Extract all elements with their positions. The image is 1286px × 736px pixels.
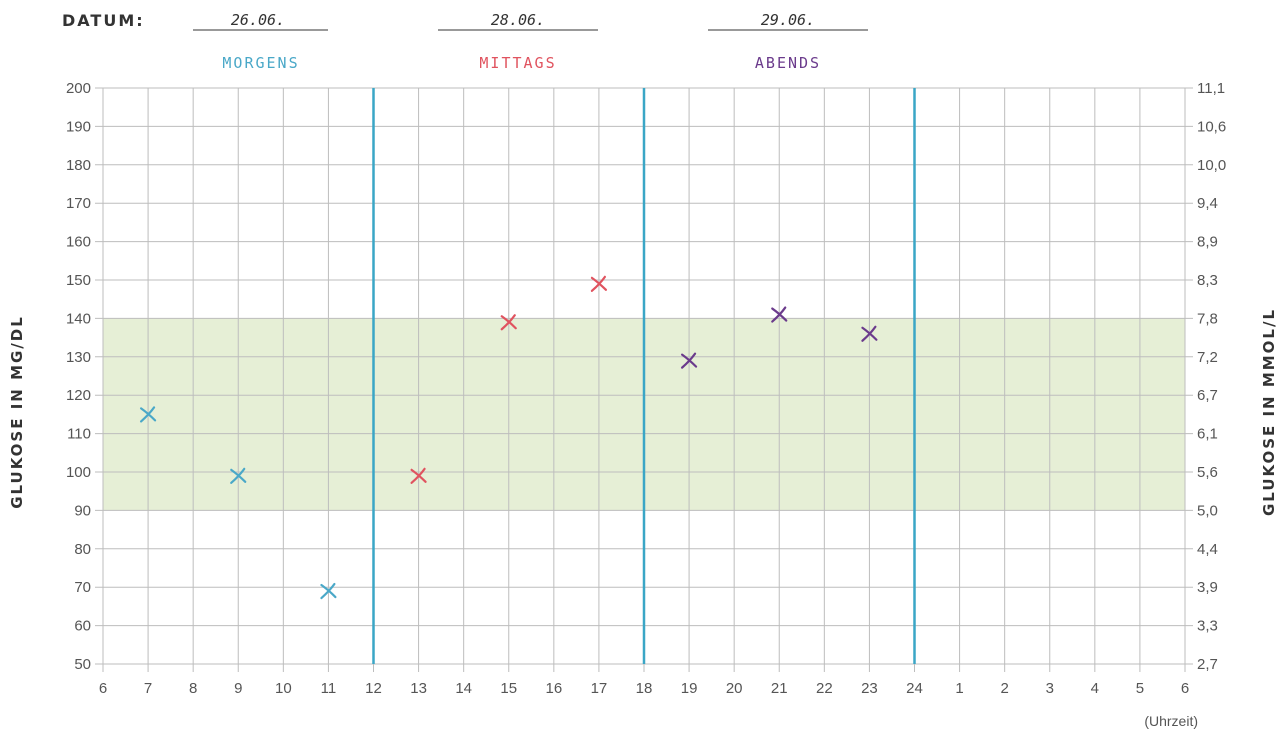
period-label-mittags: MITTAGS [479, 54, 556, 72]
y-tick-label-left: 140 [66, 310, 91, 327]
data-point-morgens [139, 406, 157, 423]
data-point-abends [680, 352, 698, 369]
x-tick-label: 8 [189, 680, 197, 697]
x-tick-label: 14 [455, 680, 472, 697]
data-points [139, 275, 878, 600]
y-tick-label-right: 4,4 [1197, 541, 1218, 558]
x-tick-label: 15 [500, 680, 517, 697]
x-tick-label: 6 [1181, 680, 1189, 697]
data-point-mittags [500, 314, 517, 331]
x-tick-label: 11 [321, 680, 337, 697]
y-tick-label-left: 130 [66, 349, 91, 366]
x-tick-label: 21 [771, 680, 788, 697]
y-tick-label-left: 170 [66, 195, 91, 212]
y-tick-label-right: 8,9 [1197, 234, 1218, 251]
y-tick-label-right: 7,2 [1197, 349, 1218, 366]
y-tick-label-right: 10,6 [1197, 118, 1226, 135]
x-tick-label: 6 [99, 680, 107, 697]
period-label-morgens: MORGENS [222, 54, 299, 72]
y-tick-label-left: 120 [66, 387, 91, 404]
y-tick-label-right: 2,7 [1197, 656, 1218, 673]
y-tick-label-left: 60 [74, 618, 91, 635]
x-tick-label: 2 [1000, 680, 1008, 697]
y-tick-label-right: 6,1 [1197, 426, 1218, 443]
y-tick-label-left: 90 [74, 502, 91, 519]
y-tick-label-left: 160 [66, 234, 91, 251]
data-point-abends [861, 325, 878, 342]
x-tick-label: 10 [275, 680, 292, 697]
y-tick-label-left: 110 [67, 426, 91, 443]
x-tick-label: 5 [1136, 680, 1144, 697]
date-2: 28.06. [491, 11, 545, 29]
y-tick-label-right: 9,4 [1197, 195, 1218, 212]
y-tick-label-right: 5,6 [1197, 464, 1218, 481]
date-1: 26.06. [231, 11, 285, 29]
y-axis-title-left: GLUKOSE IN MG/DL [8, 315, 26, 509]
y-tick-label-right: 7,8 [1197, 310, 1218, 327]
x-tick-label: 20 [726, 680, 743, 697]
date-3: 29.06. [761, 11, 815, 29]
period-dividers [372, 88, 916, 664]
x-axis-unit-label: (Uhrzeit) [1144, 713, 1198, 729]
x-tick-label: 16 [545, 680, 562, 697]
x-tick-label: 24 [906, 680, 923, 697]
x-tick-label: 1 [955, 680, 963, 697]
x-tick-label: 19 [681, 680, 698, 697]
y-tick-label-right: 3,9 [1197, 579, 1218, 596]
x-tick-label: 4 [1091, 680, 1099, 697]
y-tick-label-right: 8,3 [1197, 272, 1218, 289]
y-tick-label-left: 150 [66, 272, 91, 289]
y-tick-label-right: 11,1 [1197, 80, 1225, 97]
datum-label: DATUM: [62, 11, 145, 30]
y-axis-left-ticks: 50 60 70 80 90 100 110 120 130 140 150 160 170 180 190… [66, 80, 91, 673]
y-tick-label-right: 10,0 [1197, 157, 1226, 174]
y-tick-label-left: 50 [74, 656, 91, 673]
x-tick-label: 13 [410, 680, 427, 697]
data-point-mittags [590, 275, 608, 292]
x-tick-label: 9 [234, 680, 242, 697]
y-tick-label-right: 3,3 [1197, 618, 1218, 635]
y-tick-label-right: 5,0 [1197, 502, 1218, 519]
x-tick-label: 22 [816, 680, 833, 697]
data-point-mittags [410, 467, 427, 484]
x-tick-label: 18 [636, 680, 653, 697]
x-tick-label: 17 [591, 680, 608, 697]
x-axis-ticks: 6 7 8 9 10 11 12 13 14 15 16 17 18 19 20 21 22 23 24 1 2 3 4 5 6 [99, 680, 1189, 697]
data-point-abends [771, 306, 788, 323]
y-tick-label-right: 6,7 [1197, 387, 1218, 404]
y-tick-label-left: 200 [66, 80, 91, 97]
y-tick-label-left: 70 [74, 579, 91, 596]
period-label-abends: ABENDS [755, 54, 821, 72]
x-tick-label: 23 [861, 680, 878, 697]
x-tick-label: 3 [1046, 680, 1054, 697]
y-axis-title-right: GLUKOSE IN MMOL/L [1260, 308, 1278, 516]
y-tick-label-left: 100 [66, 464, 91, 481]
x-tick-label: 12 [365, 680, 382, 697]
y-tick-label-left: 80 [74, 541, 91, 558]
y-tick-label-left: 180 [66, 157, 91, 174]
y-tick-label-left: 190 [66, 118, 91, 135]
data-point-morgens [230, 467, 247, 484]
y-axis-right-ticks: 2,7 3,3 3,9 4,4 5,0 5,6 6,1 6,7 7,2 7,8 8,3 8,9 9,4 1… [1197, 80, 1226, 673]
data-point-morgens [320, 582, 337, 600]
x-tick-label: 7 [144, 680, 152, 697]
